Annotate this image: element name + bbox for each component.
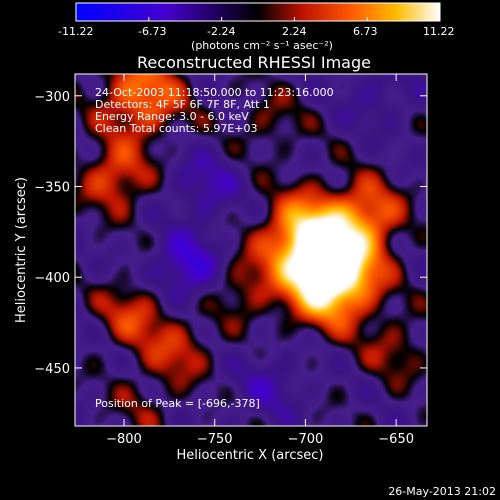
colorbar-ticks xyxy=(75,17,441,21)
colorbar-tick-label: 11.22 xyxy=(423,25,455,38)
info-method: Clean Total counts: 5.97E+03 xyxy=(95,122,258,135)
y-axis-label: Heliocentric Y (arcsec) xyxy=(14,177,29,323)
colorbar-tick-label: -2.24 xyxy=(207,25,235,38)
colorbar-tick-label: -6.73 xyxy=(138,25,166,38)
y-tick-label: −350 xyxy=(34,180,70,195)
x-tick-label: −700 xyxy=(288,432,324,447)
plot-frame xyxy=(74,73,428,427)
y-tick-label: −300 xyxy=(34,90,70,105)
info-detectors: Detectors: 4F 5F 6F 7F 8F, Att 1 xyxy=(95,98,270,111)
colorbar-tick-label: -11.22 xyxy=(58,25,93,38)
info-peak-position: Position of Peak = [-696,-378] xyxy=(95,397,260,410)
y-ticks: −300 −350 −400 −450 xyxy=(34,90,427,377)
colorbar-tick-label: 6.73 xyxy=(353,25,378,38)
heatmap-image xyxy=(75,74,427,426)
x-tick-label: −800 xyxy=(106,432,142,447)
x-tick-label: −750 xyxy=(197,432,233,447)
x-tick-label: −650 xyxy=(378,432,414,447)
footer-date: 26-May-2013 21:02 xyxy=(388,485,496,498)
colorbar-unit-label: (photons cm⁻² s⁻¹ asec⁻²) xyxy=(191,39,333,52)
info-time-range: 24-Oct-2003 11:18:50.000 to 11:23:16.000 xyxy=(95,86,334,99)
colorbar xyxy=(75,2,441,22)
info-energy: Energy Range: 3.0 - 6.0 keV xyxy=(95,110,249,123)
y-tick-label: −450 xyxy=(34,362,70,377)
x-ticks: −800 −750 −700 −650 xyxy=(106,74,414,447)
x-axis-label: Heliocentric X (arcsec) xyxy=(177,448,324,463)
y-tick-label: −400 xyxy=(34,271,70,286)
image-title: Reconstructed RHESSI Image xyxy=(137,53,371,72)
colorbar-tick-label: 2.24 xyxy=(282,25,307,38)
